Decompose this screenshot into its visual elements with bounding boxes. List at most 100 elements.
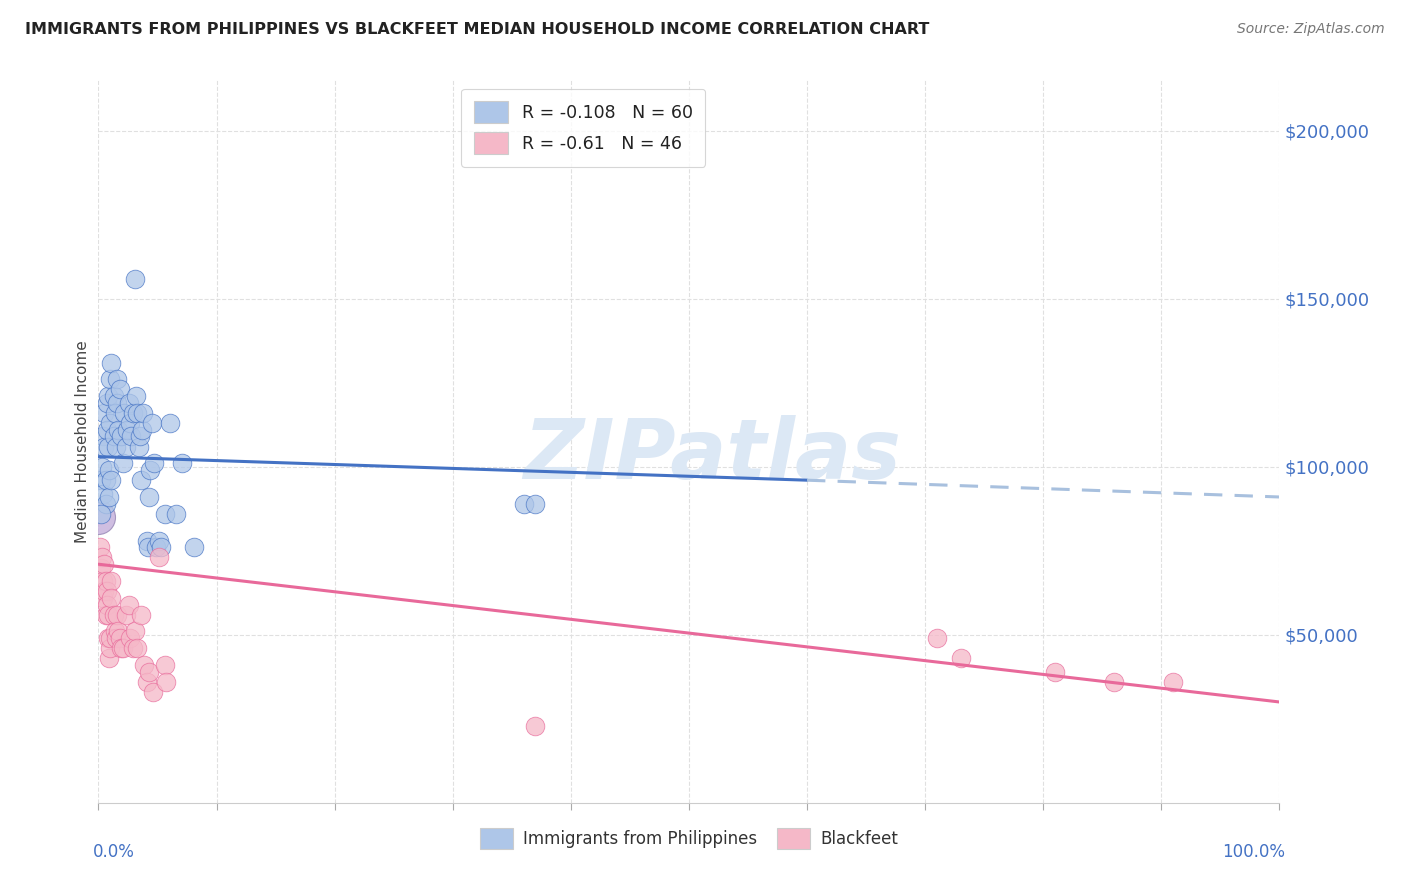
Point	[96, 423, 118, 437]
Point	[132, 406, 155, 420]
Point	[108, 383, 131, 397]
Point	[138, 490, 160, 504]
Text: IMMIGRANTS FROM PHILIPPINES VS BLACKFEET MEDIAN HOUSEHOLD INCOME CORRELATION CHA: IMMIGRANTS FROM PHILIPPINES VS BLACKFEET…	[25, 22, 929, 37]
Legend: Immigrants from Philippines, Blackfeet: Immigrants from Philippines, Blackfeet	[472, 822, 905, 856]
Point	[105, 440, 128, 454]
Point	[524, 497, 547, 511]
Point	[112, 456, 135, 470]
Point	[100, 355, 122, 369]
Point	[135, 533, 157, 548]
Point	[96, 598, 118, 612]
Point	[120, 631, 142, 645]
Point	[98, 372, 121, 386]
Point	[141, 416, 163, 430]
Point	[142, 456, 165, 470]
Point	[925, 631, 948, 645]
Point	[120, 416, 142, 430]
Point	[138, 665, 160, 679]
Y-axis label: Median Household Income: Median Household Income	[75, 340, 90, 543]
Point	[107, 423, 129, 437]
Point	[524, 718, 547, 732]
Point	[93, 584, 115, 599]
Point	[150, 541, 173, 555]
Point	[124, 624, 146, 639]
Point	[105, 607, 128, 622]
Point	[153, 507, 176, 521]
Point	[93, 558, 115, 572]
Point	[139, 463, 162, 477]
Point	[128, 429, 150, 443]
Point	[100, 473, 122, 487]
Point	[103, 429, 125, 443]
Point	[91, 550, 114, 565]
Point	[142, 685, 165, 699]
Point	[114, 440, 136, 454]
Point	[110, 641, 132, 656]
Point	[100, 591, 122, 605]
Point	[118, 598, 141, 612]
Point	[145, 541, 167, 555]
Point	[121, 641, 143, 656]
Point	[148, 533, 170, 548]
Point	[94, 497, 117, 511]
Point	[110, 429, 132, 443]
Point	[107, 624, 129, 639]
Point	[91, 459, 114, 474]
Point	[127, 406, 149, 420]
Point	[121, 406, 143, 420]
Point	[98, 641, 121, 656]
Point	[96, 584, 118, 599]
Point	[121, 429, 143, 443]
Point	[103, 389, 125, 403]
Point	[155, 674, 177, 689]
Point	[148, 550, 170, 565]
Point	[104, 624, 127, 639]
Point	[98, 416, 121, 430]
Point	[105, 396, 128, 410]
Point	[108, 631, 131, 645]
Point	[512, 497, 534, 511]
Point	[103, 607, 125, 622]
Text: ZIPatlas: ZIPatlas	[523, 416, 901, 497]
Point	[90, 473, 112, 487]
Point	[100, 574, 122, 588]
Point	[129, 607, 152, 622]
Point	[172, 456, 194, 470]
Point	[91, 486, 114, 500]
Point	[91, 429, 114, 443]
Point	[91, 574, 114, 588]
Point	[127, 641, 149, 656]
Point	[1161, 674, 1184, 689]
Point	[94, 473, 117, 487]
Point	[93, 406, 115, 420]
Point	[183, 541, 205, 555]
Point	[949, 651, 972, 665]
Point	[91, 591, 114, 605]
Point	[1102, 674, 1125, 689]
Point	[128, 440, 150, 454]
Point	[1043, 665, 1066, 679]
Point	[93, 440, 115, 454]
Point	[97, 440, 120, 454]
Point	[98, 631, 121, 645]
Point	[129, 473, 152, 487]
Point	[136, 541, 159, 555]
Point	[96, 396, 118, 410]
Point	[112, 641, 135, 656]
Point	[97, 389, 120, 403]
Point	[105, 631, 128, 645]
Point	[98, 490, 121, 504]
Point	[124, 271, 146, 285]
Point	[118, 396, 141, 410]
Point	[98, 651, 121, 665]
Point	[105, 372, 128, 386]
Point	[89, 541, 111, 555]
Text: 100.0%: 100.0%	[1222, 843, 1285, 861]
Point	[131, 423, 153, 437]
Point	[125, 389, 148, 403]
Point	[153, 658, 176, 673]
Point	[94, 607, 117, 622]
Point	[134, 658, 156, 673]
Point	[97, 631, 120, 645]
Point	[90, 507, 112, 521]
